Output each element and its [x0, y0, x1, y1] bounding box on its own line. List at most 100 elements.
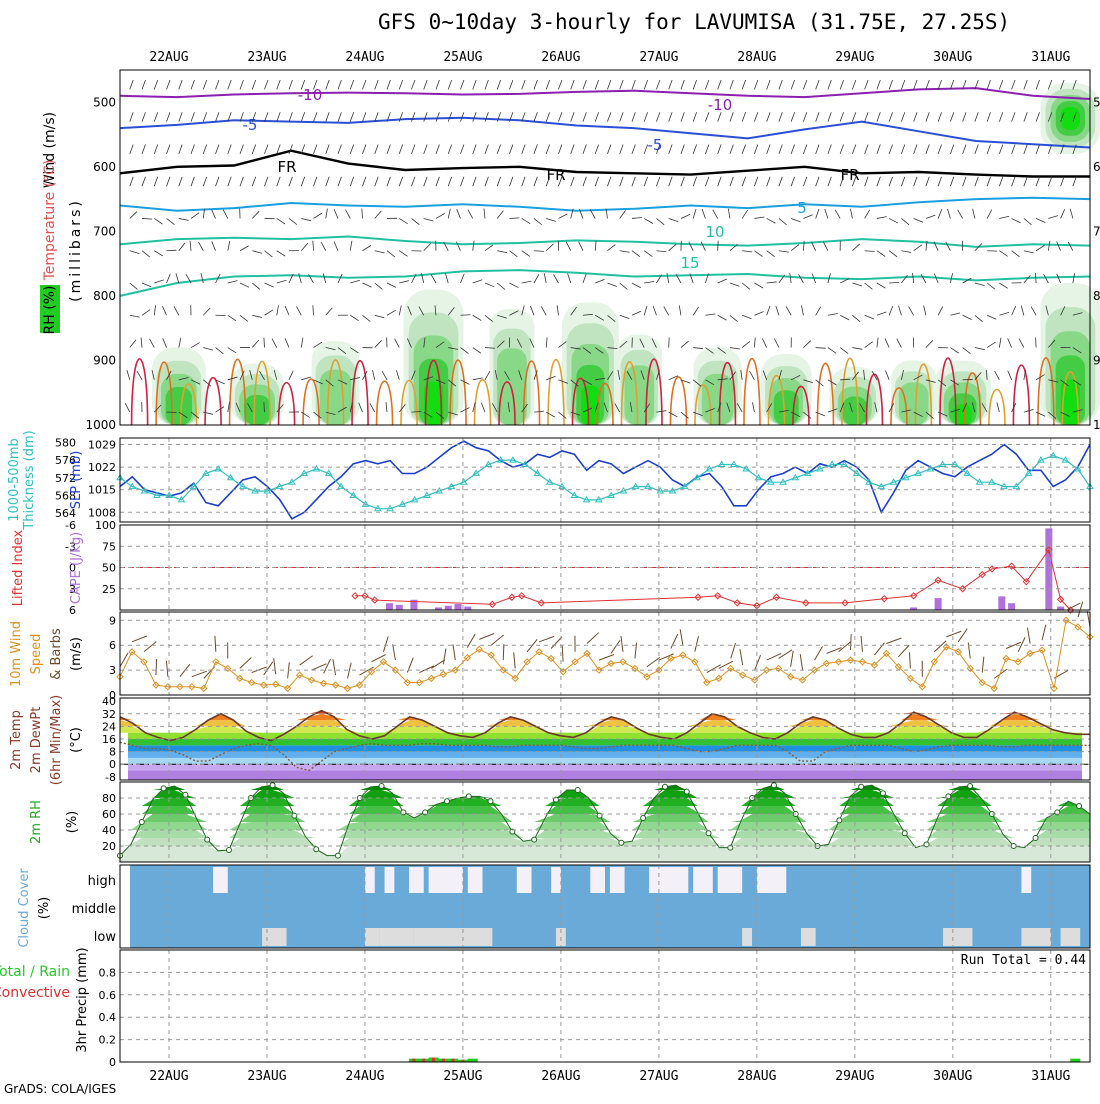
cloud-low-block — [262, 928, 286, 946]
precip-frame — [120, 950, 1090, 1062]
contour-label: -5 — [243, 116, 258, 134]
rh2m-fill — [120, 838, 1090, 846]
cloud-high-clear — [409, 867, 424, 893]
cape-ytick: 50 — [102, 562, 116, 575]
li-label: Lifted Index — [11, 529, 26, 606]
rh2m-marker — [706, 831, 711, 836]
ua-ytick: 500 — [93, 95, 116, 109]
top-date-label: 28AUG — [737, 50, 776, 65]
cloud-high-clear — [385, 867, 395, 893]
wind-barb-10m — [479, 633, 494, 639]
rh2m-marker — [662, 784, 667, 789]
rh2m-fill — [120, 822, 1090, 830]
rh2m-marker — [575, 788, 580, 793]
rh2m-marker — [859, 784, 864, 789]
wind-barb — [411, 412, 421, 413]
cloud-high-clear — [757, 867, 786, 893]
wind-line — [120, 620, 1090, 688]
precip-label-2: Convective — [0, 985, 70, 1001]
precip-ytick: 0.2 — [99, 1034, 117, 1047]
rh2m-marker — [532, 837, 537, 842]
rh2m-marker — [444, 799, 449, 804]
wind-barb-10m — [850, 634, 851, 650]
wind-barb-10m — [909, 652, 910, 668]
rh2m-ytick: 80 — [102, 792, 116, 805]
precip-ytick: 0.6 — [99, 989, 117, 1002]
wind-barb-10m — [393, 644, 396, 660]
wind-barb-10m — [886, 638, 901, 643]
wind-ytick: 3 — [109, 664, 116, 677]
rh2m-marker — [270, 783, 275, 788]
cape-bar — [998, 596, 1005, 610]
wind-barb-10m — [587, 633, 599, 644]
wind-label-2: Speed — [29, 634, 44, 675]
wind-barb-10m — [861, 636, 862, 652]
rh-blob — [702, 374, 734, 425]
footer-credit: GrADS: COLA/IGES — [4, 1082, 116, 1096]
temp-label-4: (°C) — [69, 727, 84, 753]
cape-ytick: 75 — [102, 540, 116, 553]
wind-barb-10m — [562, 646, 563, 662]
wind-barb-10m — [443, 648, 446, 664]
wind-barb-10m — [958, 629, 967, 642]
ua-ytick-right: 700 — [1093, 224, 1100, 238]
temp-band — [128, 764, 1082, 770]
rh-blob — [166, 387, 192, 425]
temp-ytick: 16 — [102, 733, 116, 746]
contour-label: FR — [277, 158, 296, 176]
cape-bar — [935, 598, 942, 610]
rh-blob — [497, 348, 527, 425]
cape-bar — [445, 606, 452, 610]
wind-barb-10m — [680, 629, 683, 645]
ua-label-temp: Temperature (°C) — [42, 160, 58, 282]
cloud-high-clear — [551, 867, 561, 893]
slp-line — [120, 441, 1090, 519]
temp-warm-fill — [120, 720, 1090, 726]
temp-warm-fill — [120, 726, 1090, 732]
wind-barb-10m — [815, 646, 823, 660]
rh2m-fill — [120, 846, 1090, 862]
rh2m-marker — [314, 847, 319, 852]
cape-bar — [455, 604, 462, 610]
wind-barb-10m — [671, 634, 678, 648]
wind-barb-10m — [539, 636, 554, 641]
precip-bar — [1070, 1059, 1080, 1062]
wind-barb-10m — [215, 636, 216, 652]
wind-barb-10m — [719, 661, 733, 668]
rh2m-marker — [1033, 836, 1038, 841]
rh2m-marker — [880, 791, 885, 796]
upper-air-panel: -10-10-5-5FRFRFR510155005006006007007008… — [85, 70, 1100, 432]
wind-ytick: 9 — [109, 614, 116, 627]
wind-barb-10m — [767, 653, 782, 660]
top-date-label: 30AUG — [933, 50, 972, 65]
precip-convective-bar — [422, 1059, 425, 1062]
precip-ytick: 0.8 — [99, 966, 117, 979]
temp-ytick: -8 — [105, 771, 116, 784]
temp-band — [128, 733, 1082, 739]
slp-frame — [120, 438, 1090, 522]
wind-barb-10m — [453, 644, 455, 660]
wind-barb-10m — [982, 657, 984, 673]
ua-ytick-right: 1000 — [1093, 418, 1100, 432]
cloud-low-block — [742, 928, 752, 946]
bottom-date-label: 26AUG — [541, 1069, 580, 1084]
top-date-label: 26AUG — [541, 50, 580, 65]
bottom-date-label: 28AUG — [737, 1069, 776, 1084]
precip-label-1: Total / Rain — [0, 964, 70, 980]
wind-barb-10m — [707, 665, 721, 673]
bottom-date-label: 22AUG — [149, 1069, 188, 1084]
wind-barb-10m — [800, 654, 802, 670]
temp-label-1: 2m Temp — [9, 710, 24, 770]
wind-barb-10m — [419, 666, 434, 673]
rh2m-label-1: 2m RH — [29, 800, 44, 844]
rh2m-marker — [902, 831, 907, 836]
temp-ytick: 8 — [109, 746, 116, 759]
wind-barb — [669, 338, 670, 348]
ua-ytick-right: 900 — [1093, 353, 1100, 367]
top-date-label: 31AUG — [1031, 50, 1070, 65]
wind-barb-10m — [312, 664, 327, 670]
contour-label: -10 — [708, 96, 733, 114]
slp-label: SLP (mb) — [69, 451, 84, 510]
